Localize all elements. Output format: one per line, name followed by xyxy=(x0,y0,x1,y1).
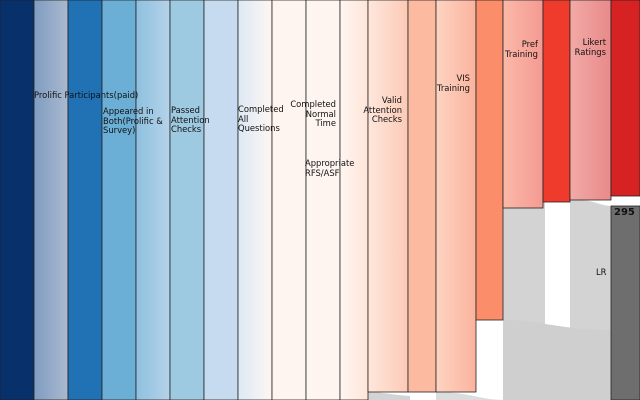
label-pref-training: Pref Training xyxy=(504,39,538,59)
label-vis-training: VIS Training xyxy=(436,73,470,93)
label-prolific-participants: Prolific Participants(paid) xyxy=(34,90,139,100)
label-appropriate-rfs-asf: Appropriate RFS/ASF xyxy=(305,158,355,178)
stage-node-16 xyxy=(542,0,571,203)
stage-node-14 xyxy=(475,0,504,321)
label-completed-all-questions: Completed All Questions xyxy=(238,104,284,134)
stage-node-4 xyxy=(135,0,171,400)
stage-node-11 xyxy=(367,0,409,393)
dropoff-flows xyxy=(368,199,611,400)
label-likert-ratings: Likert Ratings xyxy=(574,37,606,57)
stage-node-0 xyxy=(0,0,35,400)
flow-dropoff-vis xyxy=(436,392,505,400)
flow-pref-to-lr xyxy=(503,320,611,400)
stage-node-12 xyxy=(407,0,437,393)
final-node-lr xyxy=(610,205,640,400)
stage-node-18 xyxy=(610,0,640,197)
stage-node-7 xyxy=(237,0,273,400)
stage-node-2 xyxy=(67,0,103,400)
label-completed-normal-time: Completed Normal Time xyxy=(290,99,336,129)
stage-node-10 xyxy=(339,0,369,400)
lr-count-label: 295 xyxy=(614,207,635,218)
stage-node-6 xyxy=(203,0,239,400)
label-lr: LR xyxy=(596,267,607,277)
stage-node-15 xyxy=(502,0,544,209)
stage-node-1 xyxy=(33,0,69,400)
flow-dropoff-valid xyxy=(368,392,410,400)
stage-node-13 xyxy=(435,0,477,393)
stage-node-8 xyxy=(271,0,307,400)
label-appeared-in-both: Appeared in Both(Prolific & Survey) xyxy=(103,106,163,136)
label-valid-attention-checks: Valid Attention Checks xyxy=(363,95,402,125)
stage-node-9 xyxy=(305,0,341,400)
stage-node-3 xyxy=(101,0,137,400)
stage-node-5 xyxy=(169,0,205,400)
stage-node-17 xyxy=(569,0,612,201)
label-passed-attention-checks: Passed Attention Checks xyxy=(171,105,210,135)
